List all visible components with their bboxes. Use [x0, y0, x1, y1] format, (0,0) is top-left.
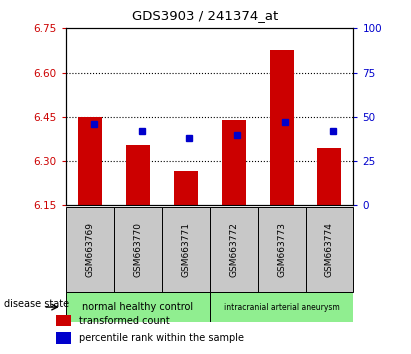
Bar — [317, 148, 342, 205]
Text: GSM663770: GSM663770 — [133, 222, 142, 277]
Bar — [66, 292, 210, 322]
Text: GSM663769: GSM663769 — [85, 222, 94, 277]
Text: GDS3903 / 241374_at: GDS3903 / 241374_at — [132, 9, 279, 22]
Bar — [305, 207, 353, 292]
Text: GSM663772: GSM663772 — [229, 222, 238, 277]
Bar — [173, 171, 198, 205]
Text: GSM663771: GSM663771 — [181, 222, 190, 277]
Text: disease state: disease state — [4, 298, 69, 309]
Text: transformed count: transformed count — [79, 316, 170, 326]
Text: normal healthy control: normal healthy control — [82, 302, 193, 312]
Bar — [210, 292, 353, 322]
Bar — [270, 51, 293, 205]
Bar — [210, 207, 258, 292]
Text: GSM663774: GSM663774 — [325, 222, 334, 277]
Bar — [222, 120, 245, 205]
Bar — [162, 207, 210, 292]
Bar — [258, 207, 305, 292]
Bar — [78, 117, 102, 205]
Bar — [114, 207, 162, 292]
Bar — [66, 207, 114, 292]
Bar — [56, 332, 71, 344]
Text: percentile rank within the sample: percentile rank within the sample — [79, 333, 244, 343]
Text: intracranial arterial aneurysm: intracranial arterial aneurysm — [224, 303, 339, 312]
Text: GSM663773: GSM663773 — [277, 222, 286, 277]
Bar — [56, 315, 71, 326]
Bar — [126, 145, 150, 205]
